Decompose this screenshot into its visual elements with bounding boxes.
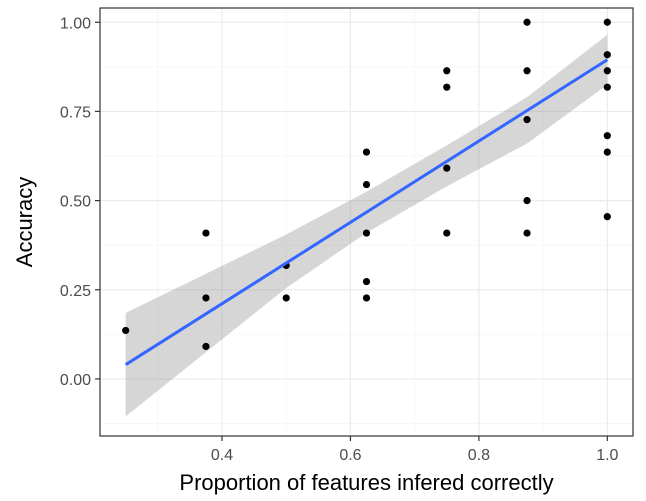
data-point xyxy=(362,229,371,237)
data-point xyxy=(523,67,531,75)
data-point xyxy=(443,83,451,91)
data-point xyxy=(202,294,210,302)
panel-border xyxy=(99,7,634,437)
x-tick-label: 1.0 xyxy=(596,447,618,464)
data-point xyxy=(362,180,371,189)
data-point xyxy=(523,18,531,26)
data-point xyxy=(603,213,611,221)
fit-line-layer xyxy=(124,58,609,366)
data-point xyxy=(523,229,531,237)
data-point xyxy=(443,229,451,237)
data-point xyxy=(603,132,611,140)
data-point xyxy=(523,116,531,124)
y-tick-labels: 0.00 0.25 0.50 0.75 1.00 xyxy=(60,15,91,389)
data-point xyxy=(443,67,451,75)
x-axis-title: Proportion of features infered correctly xyxy=(179,470,553,495)
data-point xyxy=(523,197,531,205)
data-point xyxy=(122,326,130,335)
data-point xyxy=(603,18,611,26)
y-tick-label: 1.00 xyxy=(60,15,91,32)
y-tick-label: 0.75 xyxy=(60,104,91,121)
y-tick-label: 0.00 xyxy=(60,372,91,389)
x-tick-labels: 0.4 0.6 0.8 1.0 xyxy=(211,447,619,464)
confidence-band-layer xyxy=(125,34,608,417)
data-point xyxy=(202,229,210,237)
data-point xyxy=(282,294,290,302)
data-point xyxy=(362,294,371,302)
data-point xyxy=(603,51,611,59)
data-point xyxy=(603,83,611,91)
x-tick-label: 0.6 xyxy=(339,447,361,464)
x-tick-label: 0.8 xyxy=(468,447,490,464)
data-point xyxy=(603,148,611,156)
data-point xyxy=(443,164,451,172)
y-axis-title: Accuracy xyxy=(12,177,37,267)
fit-line xyxy=(124,58,609,366)
x-tick-label: 0.4 xyxy=(211,447,233,464)
data-point xyxy=(362,277,371,286)
axis-ticks xyxy=(95,21,608,441)
minor-grid xyxy=(100,8,633,436)
confidence-band xyxy=(125,34,608,417)
y-tick-label: 0.25 xyxy=(60,283,91,300)
y-tick-label: 0.50 xyxy=(60,194,91,211)
data-point xyxy=(202,342,210,351)
data-point xyxy=(362,148,371,156)
data-point xyxy=(603,67,611,75)
